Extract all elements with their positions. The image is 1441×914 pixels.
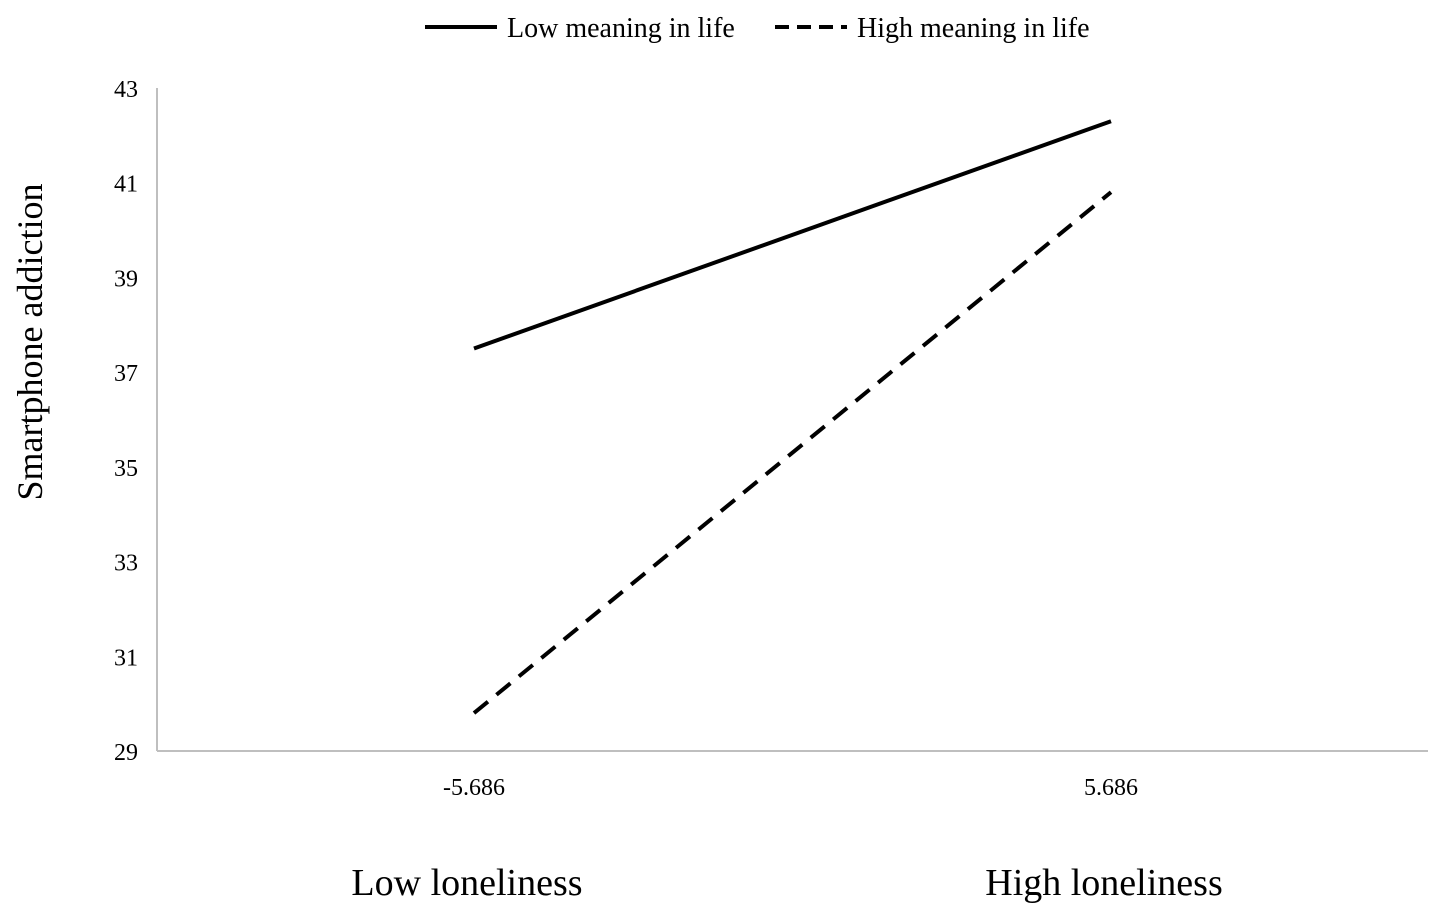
y-tick-label: 33 [114,551,138,577]
y-tick-label: 39 [114,266,138,292]
y-axis-title: Smartphone addiction [10,184,50,501]
y-tick-label: 35 [114,456,138,482]
x-ticks: -5.686 5.686 [443,775,1138,801]
y-tick-label: 41 [114,172,138,198]
x-group-label: High loneliness [985,862,1222,904]
x-group-label: Low loneliness [351,862,582,904]
x-group-labels: Low loneliness High loneliness [351,862,1222,904]
x-tick-label: -5.686 [443,775,505,801]
legend-label-low-meaning: Low meaning in life [507,13,735,44]
y-tick-label: 29 [114,740,138,766]
legend-label-high-meaning: High meaning in life [857,13,1090,44]
series-layer [472,119,1113,715]
series-line-high-meaning [472,190,1113,715]
y-tick-label: 31 [114,645,138,671]
series-line-low-meaning [473,119,1112,351]
y-ticks: 29 31 33 35 37 39 41 43 [114,77,138,766]
y-tick-label: 37 [114,361,138,387]
y-tick-label: 43 [114,77,138,103]
legend: Low meaning in life High meaning in life [425,13,1090,44]
x-tick-label: 5.686 [1084,775,1138,801]
